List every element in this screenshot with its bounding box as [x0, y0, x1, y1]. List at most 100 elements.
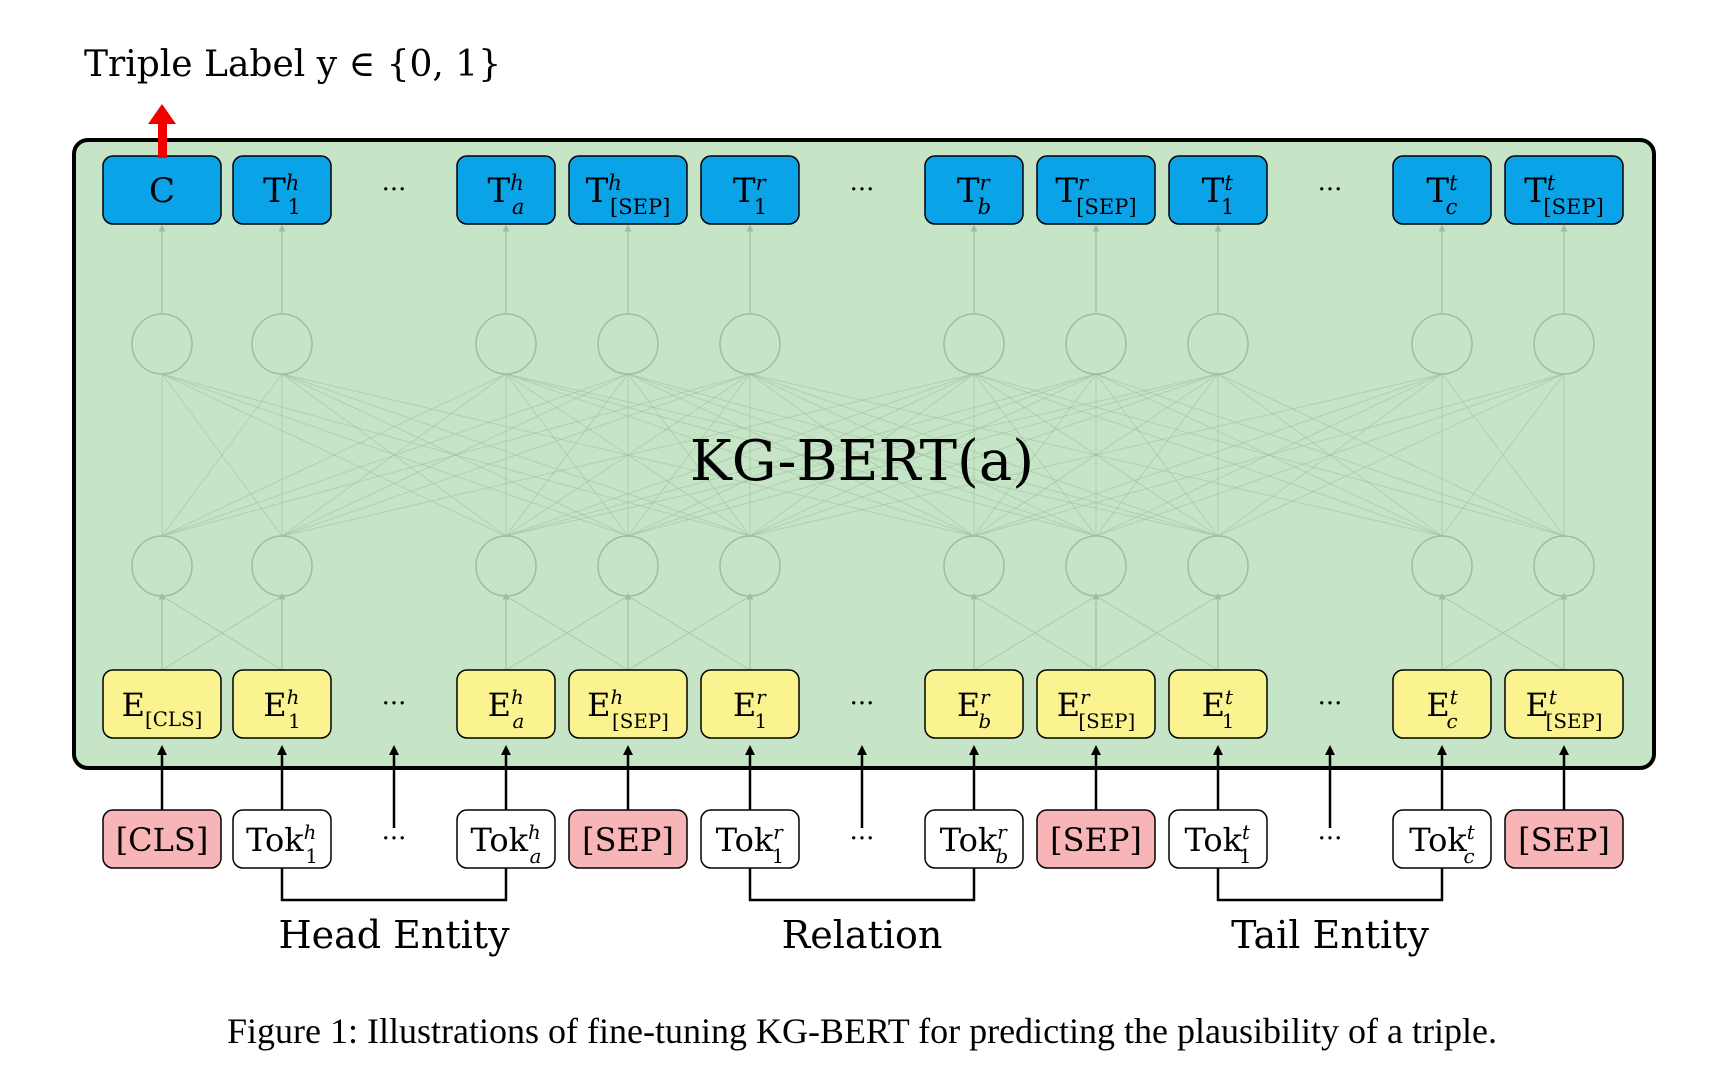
output-token-label: Tt c [1426, 170, 1458, 219]
input-token-label: Tokt c [1409, 821, 1475, 868]
output-token-label: Th a [488, 170, 525, 219]
entity-bracket [748, 868, 976, 902]
output-token-label: Tr 1 [733, 170, 768, 219]
attention-edge [505, 373, 1219, 537]
embedding-label: Eh [SEP] [587, 686, 669, 733]
entity-brackets: Head Entity Relation Tail Entity [278, 868, 1444, 957]
embedding-label: Et c [1426, 686, 1457, 733]
embedding-box [1392, 669, 1492, 739]
attention-edge [161, 373, 283, 537]
model-label: KG-BERT(a) [690, 429, 1034, 494]
hidden-node [251, 313, 313, 375]
hidden-node [719, 313, 781, 375]
embedding-box [456, 669, 556, 739]
output-arrow [148, 104, 176, 158]
output-token-label: Tt [SEP] [1524, 170, 1604, 219]
entity-bracket [280, 868, 508, 902]
embedding-ellipsis: ··· [1318, 689, 1343, 719]
attention-edge [505, 373, 975, 537]
attention-edge [749, 373, 1443, 537]
output-token-box [568, 155, 688, 225]
hidden-node [597, 313, 659, 375]
input-token-label: Tokh 1 [246, 821, 318, 868]
hidden-node [943, 313, 1005, 375]
embedding-ellipsis: ··· [850, 689, 875, 719]
output-token-box [1504, 155, 1624, 225]
input-token-label: Tokt 1 [1185, 821, 1252, 868]
input-token-label: [SEP] [1050, 821, 1142, 859]
entity-bracket [1216, 868, 1444, 902]
input-edge [161, 595, 283, 671]
embedding-box [102, 669, 222, 739]
output-token-box [1036, 155, 1156, 225]
embedding-label: E[CLS] [122, 686, 203, 731]
hidden-node [1187, 313, 1249, 375]
input-token-ellipsis: ··· [1318, 824, 1343, 854]
embedding-box [700, 669, 800, 739]
attention-edge [1095, 373, 1219, 537]
output-token-ellipsis: ··· [382, 175, 407, 205]
input-edge [1095, 595, 1219, 671]
attention-edge [627, 373, 751, 537]
attention-edge [505, 373, 629, 537]
output-token-box [924, 155, 1024, 225]
output-label: Triple Label y ∈ {0, 1} [84, 44, 501, 85]
embedding-box [232, 669, 332, 739]
output-token-box [456, 155, 556, 225]
input-edge [1441, 595, 1565, 671]
figure-caption: Figure 1: Illustrations of fine-tuning K… [227, 1011, 1497, 1051]
embedding-box [1504, 669, 1624, 739]
output-token-ellipsis: ··· [850, 175, 875, 205]
output-token-box [1168, 155, 1268, 225]
output-token-label: Th 1 [263, 170, 301, 219]
output-token-box [232, 155, 332, 225]
embedding-box [924, 669, 1024, 739]
attention-edge [161, 373, 751, 537]
attention-edge [161, 373, 629, 537]
attention-edge [1217, 373, 1565, 537]
input-token-label: [SEP] [1518, 821, 1610, 859]
attention-edge [749, 373, 1219, 537]
input-edge [627, 595, 751, 671]
embedding-label: Eh a [488, 686, 525, 733]
embedding-label: Eh 1 [263, 686, 301, 733]
attention-edge [161, 373, 507, 537]
attention-edge [281, 373, 751, 537]
input-edge [505, 595, 629, 671]
output-token-label: C [149, 171, 175, 211]
attention-edge [973, 373, 1565, 537]
attention-edge [1095, 373, 1565, 537]
output-token-ellipsis: ··· [1318, 175, 1343, 205]
embedding-label: Er 1 [733, 686, 767, 733]
input-token-label: Tokr b [940, 821, 1009, 868]
embedding-label: Er [SEP] [1057, 686, 1136, 733]
input-edge [973, 595, 1097, 671]
entity-group-label: Tail Entity [1231, 913, 1429, 957]
attention-edge [505, 373, 1097, 537]
hidden-node [1533, 313, 1595, 375]
attention-edge [973, 373, 1097, 537]
entity-group-label: Head Entity [278, 913, 510, 957]
hidden-node [475, 313, 537, 375]
attention-edge [1441, 373, 1565, 537]
entity-group-label: Relation [782, 913, 943, 957]
box-layer: C Th 1 ··· Th a Th [SEP] Tr 1 ··· Tr b Tr [SEP] Tt 1 ··· T… [102, 155, 1624, 869]
input-token-ellipsis: ··· [850, 824, 875, 854]
embedding-label: Et [SEP] [1525, 686, 1602, 733]
output-token-label: Tr b [957, 170, 992, 219]
output-token-label: Tt 1 [1202, 170, 1235, 219]
hidden-node [1533, 535, 1595, 597]
input-token-label: Tokr 1 [716, 821, 785, 868]
embedding-label: Et 1 [1202, 686, 1235, 733]
output-token-label: Tr [SEP] [1055, 170, 1136, 219]
input-token-ellipsis: ··· [382, 824, 407, 854]
input-token-label: [CLS] [116, 821, 209, 859]
embedding-box [1168, 669, 1268, 739]
attention-connections [131, 224, 1595, 671]
attention-edge [627, 373, 1219, 537]
attention-edge [973, 373, 1443, 537]
input-token-label: [SEP] [582, 821, 674, 859]
output-token-box [1392, 155, 1492, 225]
output-token-label: Th [SEP] [586, 170, 671, 219]
